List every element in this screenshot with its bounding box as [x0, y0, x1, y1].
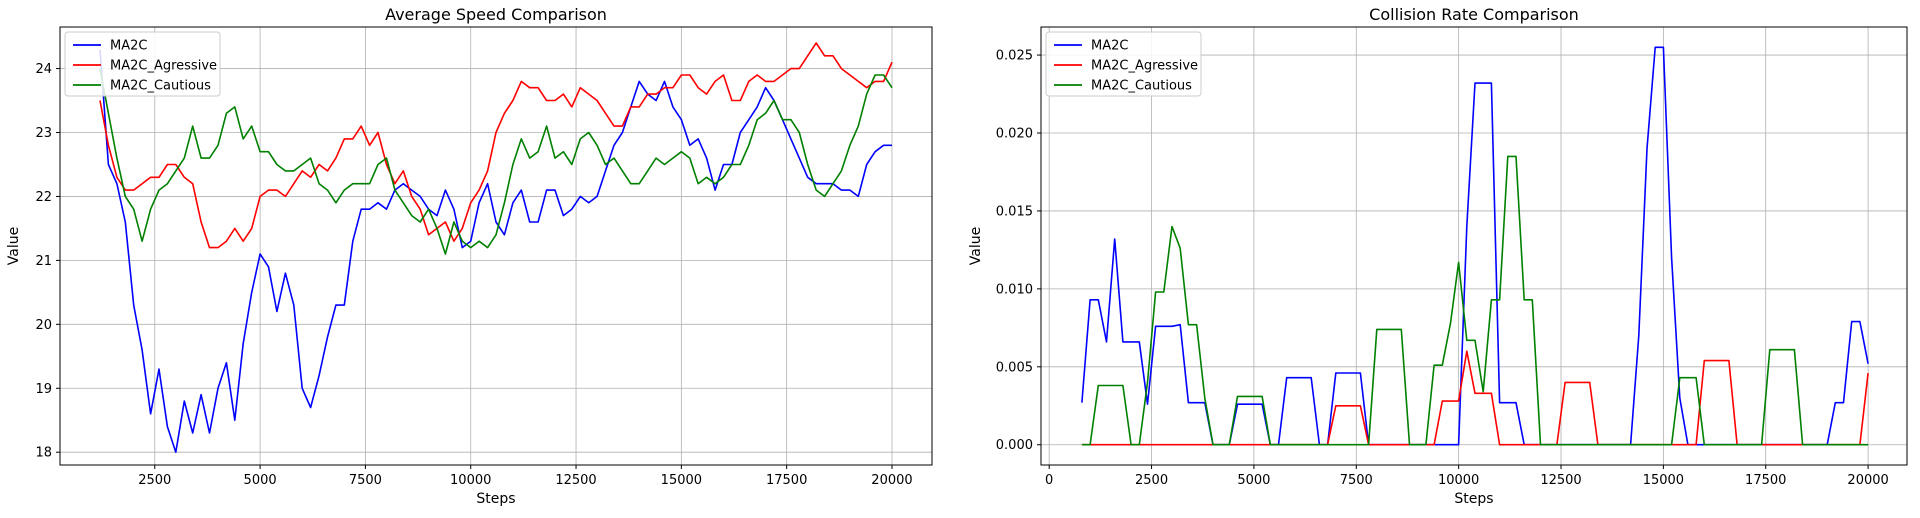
- y-tick-label: 0.020: [996, 126, 1033, 141]
- x-tick-label: 10000: [450, 473, 491, 488]
- legend-label-3: MA2C_Cautious: [1091, 79, 1192, 94]
- x-tick-label: 17500: [766, 473, 807, 488]
- plot-frame: [1040, 26, 1908, 466]
- legend-box: [1045, 31, 1202, 97]
- legend-label-1: MA2C: [1091, 39, 1128, 54]
- legend: MA2C MA2C_Agressive MA2C_Cautious: [1045, 31, 1202, 97]
- x-tick-label: 12500: [1540, 473, 1581, 488]
- series-line-3: [99, 68, 893, 255]
- y-tick-label: 21: [35, 254, 52, 269]
- legend-label-2: MA2C_Agressive: [110, 59, 217, 74]
- y-tick-label: 22: [35, 190, 52, 205]
- y-tick-label: 0.010: [996, 282, 1033, 297]
- series-line-1: [1081, 46, 1869, 446]
- x-tick-label: 15000: [1643, 473, 1684, 488]
- y-tick-label: 18: [35, 446, 52, 461]
- legend-label-2: MA2C_Agressive: [1091, 59, 1198, 74]
- x-tick-label: 20000: [871, 473, 912, 488]
- series-line-2: [1081, 350, 1869, 446]
- y-tick-label: 20: [35, 318, 52, 333]
- chart-title: Average Speed Comparison: [385, 5, 607, 24]
- y-tick-label: 0.000: [996, 438, 1033, 453]
- x-tick-label: 2500: [138, 473, 171, 488]
- chart-1: 2500 5000 7500 10000 12500 15000 17500 20000 18 1…: [6, 5, 933, 507]
- x-tick-label: 5000: [244, 473, 277, 488]
- y-tick-label: 19: [35, 382, 52, 397]
- x-tick-label: 17500: [1745, 473, 1786, 488]
- plot-frame: [59, 26, 933, 466]
- y-tick-label: 0.015: [996, 204, 1033, 219]
- legend: MA2C MA2C_Agressive MA2C_Cautious: [64, 31, 221, 97]
- x-axis-label: Steps: [1454, 491, 1493, 507]
- y-axis-label: Value: [968, 227, 984, 265]
- x-tick-label: 0: [1045, 473, 1053, 488]
- x-tick-label: 10000: [1438, 473, 1479, 488]
- legend-box: [64, 31, 221, 97]
- y-tick-label: 24: [35, 62, 52, 77]
- y-tick-label: 0.005: [996, 360, 1033, 375]
- x-tick-label: 12500: [555, 473, 596, 488]
- x-tick-label: 5000: [1237, 473, 1270, 488]
- series-line-2: [99, 42, 893, 249]
- x-tick-label: 7500: [349, 473, 382, 488]
- x-tick-label: 15000: [661, 473, 702, 488]
- x-tick-label: 2500: [1135, 473, 1168, 488]
- legend-label-1: MA2C: [110, 39, 147, 54]
- chart-title: Collision Rate Comparison: [1369, 5, 1579, 24]
- chart-2: 0 2500 5000 7500 10000 12500 15000 17500 20000 0.…: [968, 5, 1908, 507]
- x-axis-label: Steps: [476, 491, 515, 507]
- y-axis-label: Value: [6, 227, 22, 265]
- y-tick-label: 23: [35, 126, 52, 141]
- y-tick-label: 0.025: [996, 49, 1033, 64]
- series-line-3: [1081, 155, 1869, 446]
- legend-label-3: MA2C_Cautious: [110, 79, 211, 94]
- series-line-1: [99, 49, 892, 454]
- x-tick-label: 20000: [1847, 473, 1888, 488]
- x-tick-label: 7500: [1340, 473, 1373, 488]
